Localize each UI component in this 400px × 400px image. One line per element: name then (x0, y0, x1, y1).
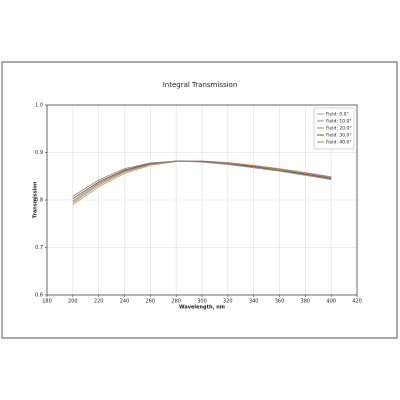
x-tick-label: 240 (120, 299, 130, 305)
x-tick-label: 220 (94, 299, 104, 305)
legend-label: Field: 30.0° (326, 133, 352, 139)
legend-label: Field: 20.0° (326, 126, 352, 132)
x-tick-label: 280 (171, 299, 181, 305)
y-tick-label: 0.8 (35, 198, 43, 204)
x-tick-label: 200 (68, 299, 78, 305)
y-tick-label: 0.6 (35, 293, 43, 299)
legend-label: Field: 10.0° (326, 119, 352, 125)
chart-title: Integral Transmission (163, 81, 238, 89)
legend-label: Field: 40.0° (326, 140, 352, 146)
y-tick-label: 0.7 (35, 245, 43, 251)
y-tick-label: 1.0 (35, 103, 43, 109)
series-line (72, 160, 332, 199)
x-tick-label: 300 (197, 299, 207, 305)
y-tick-label: 0.9 (35, 150, 43, 156)
x-tick-label: 360 (275, 299, 285, 305)
x-tick-label: 420 (352, 299, 362, 305)
series-line (72, 160, 332, 204)
x-tick-label: 380 (301, 299, 311, 305)
plot-border (46, 104, 358, 296)
x-tick-label: 340 (249, 299, 259, 305)
series-line (72, 160, 332, 197)
x-tick-label: 180 (42, 299, 52, 305)
y-axis-label: Transmission (33, 181, 39, 218)
x-tick-label: 260 (146, 299, 156, 305)
x-axis-label: Wavelength, nm (179, 305, 225, 311)
x-tick-label: 400 (326, 299, 336, 305)
legend-label: Field: 0.0° (326, 112, 349, 118)
x-tick-label: 320 (223, 299, 233, 305)
